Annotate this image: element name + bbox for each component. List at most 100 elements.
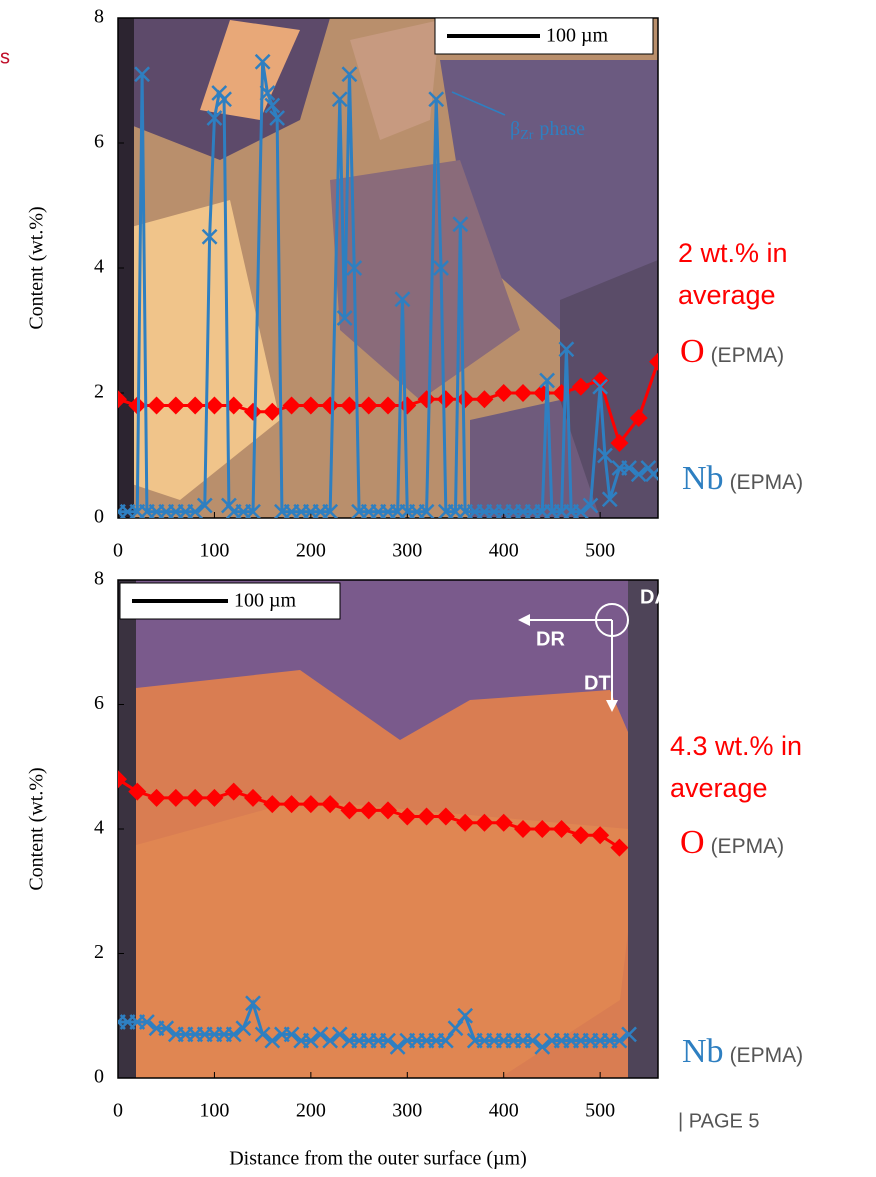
point: [321, 795, 340, 814]
series-label: O (EPMA): [680, 332, 784, 376]
point: [259, 85, 276, 101]
scale-label: 100 µm: [546, 25, 609, 47]
point: [456, 813, 475, 832]
point: [216, 91, 232, 108]
arrow-head: [606, 700, 618, 712]
point: [475, 390, 494, 409]
point: [205, 396, 224, 415]
y-tick-label: 4: [94, 256, 104, 278]
point: [245, 995, 261, 1012]
point: [302, 1032, 319, 1049]
x-tick-label: 100: [199, 1100, 229, 1122]
point: [235, 1020, 252, 1037]
orientation-label: DA: [640, 586, 669, 608]
point: [514, 820, 532, 838]
point: [187, 503, 204, 518]
point: [436, 807, 455, 826]
x-tick-label: 0: [113, 540, 123, 562]
series-name: O: [680, 824, 705, 861]
point: [379, 396, 397, 415]
point: [456, 390, 475, 409]
point: [158, 1020, 175, 1037]
point: [254, 53, 271, 70]
phase-word: phase: [539, 118, 585, 140]
x-tick-label: 400: [489, 540, 519, 562]
point: [621, 460, 637, 476]
point: [331, 1026, 348, 1043]
point: [201, 228, 218, 245]
point: [457, 1007, 474, 1024]
point: [269, 110, 285, 126]
y-tick-label: 8: [94, 568, 104, 590]
point: [437, 1032, 454, 1049]
point: [244, 788, 262, 807]
method: (EPMA): [729, 1044, 804, 1067]
point: [264, 1032, 281, 1049]
point: [629, 409, 648, 427]
point: [475, 813, 494, 832]
average-note: 2 wt.% in average: [678, 238, 788, 310]
point: [264, 97, 281, 114]
y-tick-label: 8: [94, 6, 104, 28]
point: [524, 1032, 541, 1049]
point: [263, 795, 282, 814]
point: [572, 503, 589, 518]
point: [447, 1020, 464, 1037]
scale-box: [119, 582, 341, 620]
y-tick-label: 0: [94, 1066, 104, 1088]
orientation-label: DT: [584, 672, 611, 694]
micrograph: [118, 18, 658, 518]
x-tick-label: 100: [199, 540, 229, 562]
point: [301, 795, 320, 814]
series-name: O: [680, 333, 705, 370]
point: [452, 216, 469, 233]
series-label: Nb (EPMA): [682, 1032, 803, 1076]
orientation-label: DR: [536, 628, 565, 650]
point: [282, 795, 301, 814]
x-tick-label: 300: [392, 1100, 422, 1122]
point: [340, 396, 359, 415]
point: [398, 396, 417, 415]
phase-label: βZr phase: [510, 118, 585, 144]
point: [398, 807, 417, 826]
point: [245, 503, 261, 518]
point: [592, 378, 609, 395]
point: [571, 826, 590, 845]
y-axis-title: Content (wt.%): [26, 206, 48, 329]
x-tick-label: 400: [489, 1100, 519, 1122]
point: [282, 396, 301, 415]
footer: | PAGE 5: [678, 1110, 760, 1132]
point: [118, 770, 127, 789]
plot-clip: [118, 770, 637, 1055]
phase-arrow: [451, 91, 506, 116]
point: [534, 1038, 551, 1055]
micrograph: [118, 580, 658, 1078]
point: [533, 820, 552, 838]
point: [539, 372, 555, 389]
x-tick-label: 0: [113, 1100, 123, 1122]
point: [417, 390, 436, 409]
method: (EPMA): [710, 344, 785, 367]
point: [418, 503, 435, 518]
y-tick-label: 0: [94, 506, 104, 528]
point: [610, 434, 629, 452]
phase-symbol: β: [510, 118, 520, 140]
point: [630, 466, 647, 483]
point: [558, 341, 575, 358]
point: [263, 402, 282, 421]
plot-clip: [118, 53, 658, 518]
x-axis-title: Distance from the outer surface (µm): [229, 1148, 527, 1170]
point: [582, 497, 599, 514]
point: [340, 801, 359, 820]
point: [283, 1026, 300, 1043]
title-fragment: s: [0, 46, 10, 68]
point: [331, 91, 348, 108]
point: [611, 1032, 628, 1049]
point: [394, 291, 411, 308]
point: [301, 396, 320, 415]
point: [597, 447, 613, 464]
average-note: 4.3 wt.% in average: [670, 731, 803, 803]
x-tick-label: 500: [585, 1100, 615, 1122]
